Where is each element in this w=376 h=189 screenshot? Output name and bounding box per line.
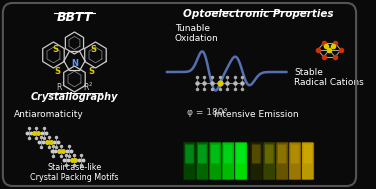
Text: R$^1$: R$^1$ bbox=[56, 81, 66, 93]
Text: S: S bbox=[54, 67, 60, 75]
FancyBboxPatch shape bbox=[276, 142, 288, 180]
FancyBboxPatch shape bbox=[289, 142, 301, 180]
Text: Crystallography: Crystallography bbox=[31, 92, 118, 102]
Text: Stable
Radical Cations: Stable Radical Cations bbox=[294, 68, 364, 87]
FancyBboxPatch shape bbox=[237, 145, 246, 163]
Text: S: S bbox=[52, 44, 58, 53]
Text: R$^2$: R$^2$ bbox=[83, 81, 93, 93]
FancyBboxPatch shape bbox=[263, 142, 275, 180]
Text: S: S bbox=[91, 44, 97, 53]
FancyBboxPatch shape bbox=[291, 145, 299, 163]
Text: Intensive Emission: Intensive Emission bbox=[214, 110, 298, 119]
Text: N: N bbox=[71, 59, 78, 67]
Text: Optoelectronic Properties: Optoelectronic Properties bbox=[182, 9, 333, 19]
FancyBboxPatch shape bbox=[185, 145, 194, 163]
Text: Staircase-like
Crystal Packing Motifs: Staircase-like Crystal Packing Motifs bbox=[30, 163, 119, 182]
Text: BBTT: BBTT bbox=[56, 11, 92, 24]
FancyBboxPatch shape bbox=[209, 142, 221, 180]
FancyBboxPatch shape bbox=[224, 145, 232, 163]
FancyBboxPatch shape bbox=[183, 142, 196, 180]
Text: Antiaromaticity: Antiaromaticity bbox=[14, 110, 84, 119]
FancyBboxPatch shape bbox=[235, 142, 247, 180]
FancyBboxPatch shape bbox=[196, 142, 209, 180]
Text: S: S bbox=[89, 67, 95, 75]
FancyBboxPatch shape bbox=[250, 142, 262, 180]
FancyBboxPatch shape bbox=[252, 145, 261, 163]
FancyBboxPatch shape bbox=[222, 142, 234, 180]
FancyBboxPatch shape bbox=[211, 145, 220, 163]
FancyBboxPatch shape bbox=[198, 145, 207, 163]
Text: φ = 180°: φ = 180° bbox=[186, 108, 227, 117]
FancyBboxPatch shape bbox=[278, 145, 287, 163]
FancyBboxPatch shape bbox=[303, 145, 312, 163]
Text: Tunable
Oxidation: Tunable Oxidation bbox=[175, 24, 218, 43]
FancyBboxPatch shape bbox=[302, 142, 314, 180]
FancyBboxPatch shape bbox=[265, 145, 273, 163]
